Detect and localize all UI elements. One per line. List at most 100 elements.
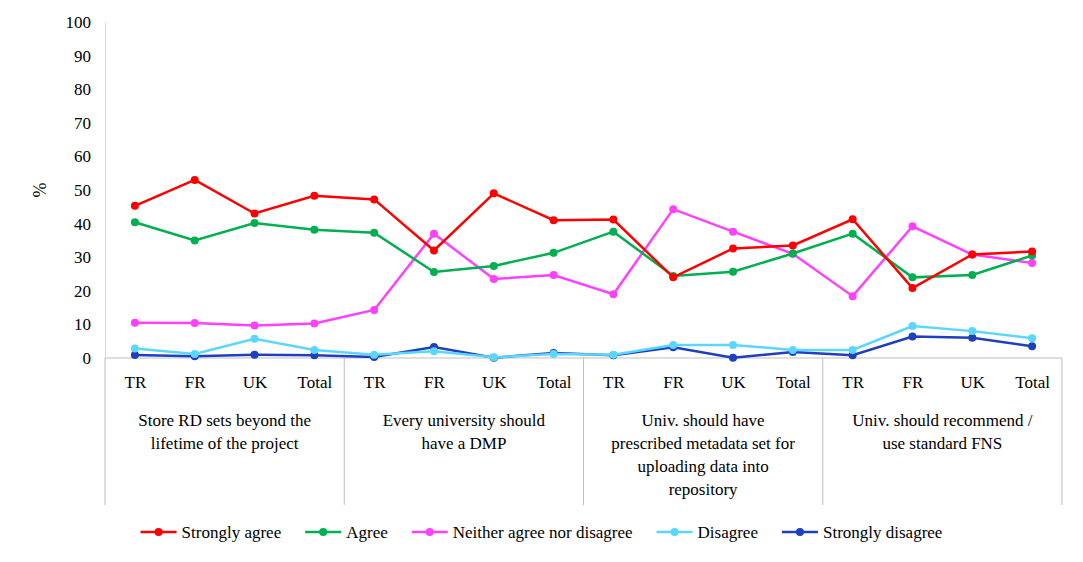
series-marker: [1028, 342, 1036, 350]
series-marker: [789, 250, 797, 258]
series-marker: [908, 322, 916, 330]
y-tick: 80: [74, 80, 105, 99]
group-separator: [344, 358, 345, 505]
series-marker: [729, 354, 737, 362]
series-marker: [550, 350, 558, 358]
group-label-line: Every university should: [383, 411, 546, 430]
series-marker: [789, 241, 797, 249]
series-marker: [191, 350, 199, 358]
y-tick-label: 30: [74, 248, 91, 267]
group-label-line: repository: [669, 480, 738, 499]
series-marker: [849, 346, 857, 354]
y-tick-label: 90: [74, 47, 91, 66]
group-label: Univ. should recommend / use standard FNS: [852, 411, 1032, 453]
x-tick-label: UK: [961, 373, 986, 392]
x-tick: Total: [1015, 358, 1050, 392]
series-marker: [251, 210, 259, 218]
y-tick-label: 60: [74, 147, 91, 166]
y-tick-label: 0: [83, 349, 92, 368]
series-marker: [908, 332, 916, 340]
series-marker: [251, 335, 259, 343]
y-tick-label: 20: [74, 282, 91, 301]
x-tick-label: UK: [243, 373, 268, 392]
series-marker: [908, 273, 916, 281]
series-marker: [131, 218, 139, 226]
series-marker: [490, 262, 498, 270]
y-tick: 70: [74, 114, 105, 133]
series-marker: [490, 354, 498, 362]
series-marker: [310, 226, 318, 234]
group-label-line: Store RD sets beyond the: [138, 411, 311, 430]
x-tick-label: FR: [903, 373, 924, 392]
group-label-line: lifetime of the project: [151, 434, 299, 453]
group-label-line: use standard FNS: [882, 434, 1002, 453]
series-marker: [968, 327, 976, 335]
legend-label: Neither agree nor disagree: [453, 523, 633, 542]
series-marker: [849, 230, 857, 238]
legend-swatch-marker: [796, 528, 804, 536]
series-marker: [251, 351, 259, 359]
legend-swatch-marker: [671, 528, 679, 536]
y-tick-label: 40: [74, 215, 91, 234]
x-tick: FR: [424, 358, 445, 392]
series-marker: [669, 273, 677, 281]
series-line: [135, 209, 1032, 325]
x-tick: FR: [663, 358, 684, 392]
plot-area: [131, 176, 1036, 362]
series-marker: [550, 271, 558, 279]
x-tick-label: FR: [424, 373, 445, 392]
series-marker: [1028, 259, 1036, 267]
y-tick-label: 70: [74, 114, 91, 133]
legend-swatch-marker: [426, 528, 434, 536]
series-marker: [609, 290, 617, 298]
x-tick: Total: [297, 358, 332, 392]
y-tick: 90: [74, 47, 105, 66]
legend-item: Neither agree nor disagree: [412, 523, 633, 542]
x-tick: UK: [721, 358, 746, 392]
series-marker: [310, 346, 318, 354]
series-marker: [609, 216, 617, 224]
y-axis-title: %: [30, 183, 50, 198]
group-label: Univ. should haveprescribed metadata set…: [611, 411, 795, 499]
group-separator: [822, 358, 823, 505]
series-marker: [550, 249, 558, 257]
x-tick: Total: [537, 358, 572, 392]
group-label-line: Univ. should recommend /: [852, 411, 1032, 430]
x-tick-label: FR: [185, 373, 206, 392]
series-marker: [490, 353, 498, 361]
x-tick-label: Total: [537, 373, 572, 392]
y-tick: 30: [74, 248, 105, 267]
series-marker: [370, 229, 378, 237]
legend-item: Strongly disagree: [782, 523, 942, 542]
series-marker: [370, 306, 378, 314]
series-line: [135, 326, 1032, 357]
series-marker: [849, 215, 857, 223]
legend-swatch-marker: [319, 528, 327, 536]
x-tick: TR: [364, 358, 386, 392]
series-marker: [251, 321, 259, 329]
y-tick: 20: [74, 282, 105, 301]
series-marker: [191, 236, 199, 244]
legend-label: Disagree: [698, 523, 758, 542]
x-tick-label: UK: [721, 373, 746, 392]
series-marker: [430, 230, 438, 238]
legend-label: Strongly disagree: [823, 523, 942, 542]
x-tick: UK: [961, 358, 986, 392]
x-tick: UK: [243, 358, 268, 392]
y-tick-label: 100: [66, 13, 92, 32]
series-marker: [908, 222, 916, 230]
series-marker: [729, 268, 737, 276]
series-marker: [490, 275, 498, 283]
x-tick: FR: [185, 358, 206, 392]
series-marker: [191, 319, 199, 327]
series-marker: [430, 268, 438, 276]
legend-label: Agree: [346, 523, 388, 542]
x-tick-label: TR: [364, 373, 386, 392]
y-tick-label: 10: [74, 315, 91, 334]
group-separator: [583, 358, 584, 505]
legend-item: Strongly agree: [141, 523, 282, 542]
y-tick: 10: [74, 315, 105, 334]
x-tick-label: FR: [663, 373, 684, 392]
legend-swatch-marker: [155, 528, 163, 536]
y-axis: 0102030405060708090100: [66, 13, 106, 368]
